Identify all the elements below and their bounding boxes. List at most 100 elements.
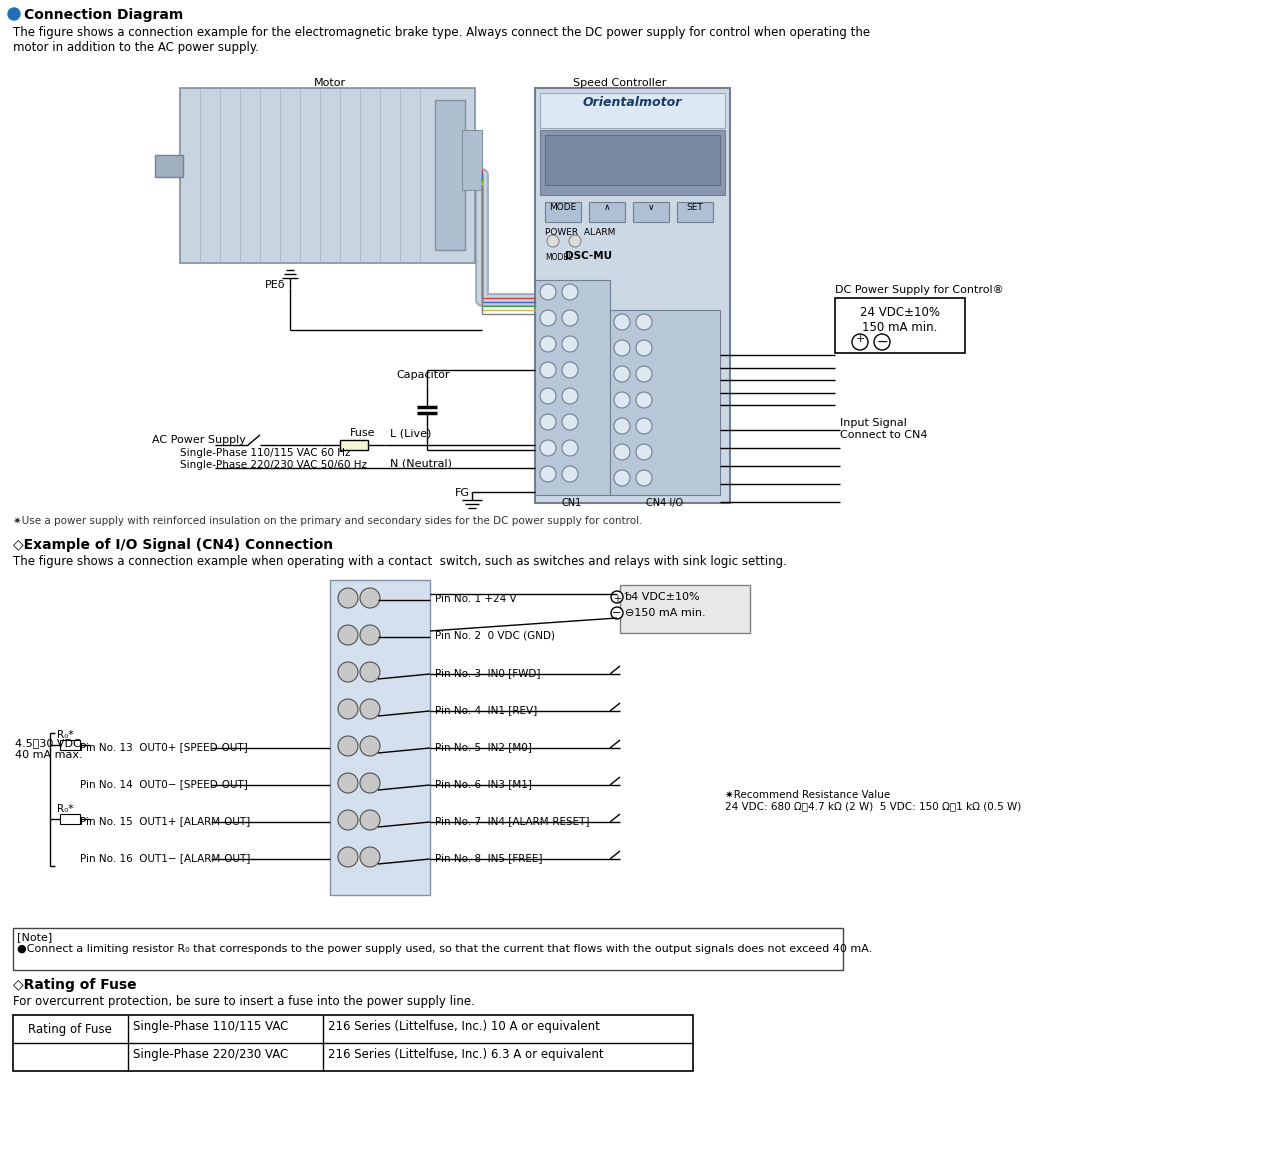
Circle shape [614, 340, 630, 356]
Text: Pin No. 7  IN4 [ALARM-RESET]: Pin No. 7 IN4 [ALARM-RESET] [435, 816, 590, 826]
Circle shape [8, 8, 20, 20]
Text: AC Power Supply: AC Power Supply [152, 435, 246, 445]
Text: Pin No. 1 +24 V: Pin No. 1 +24 V [435, 594, 517, 604]
Circle shape [360, 736, 380, 756]
Text: ∧: ∧ [604, 204, 611, 213]
Text: ∨: ∨ [648, 204, 654, 213]
Text: [Note]
●Connect a limiting resistor R₀ that corresponds to the power supply used: [Note] ●Connect a limiting resistor R₀ t… [17, 932, 872, 954]
Bar [535, 88, 730, 504]
Bar [462, 130, 483, 190]
Bar [13, 1015, 692, 1071]
Circle shape [874, 334, 890, 350]
Bar [545, 202, 581, 222]
Circle shape [614, 418, 630, 434]
Text: Input Signal
Connect to CN4: Input Signal Connect to CN4 [840, 418, 928, 440]
Text: +: + [613, 594, 621, 604]
Text: MODE: MODE [549, 204, 576, 213]
Circle shape [614, 366, 630, 381]
Circle shape [614, 314, 630, 330]
Circle shape [540, 336, 556, 352]
Circle shape [636, 340, 652, 356]
Polygon shape [620, 262, 634, 274]
Text: Rating of Fuse: Rating of Fuse [28, 1022, 111, 1035]
Text: ◇Rating of Fuse: ◇Rating of Fuse [13, 978, 137, 992]
Circle shape [611, 607, 623, 619]
Text: Pin No. 5  IN2 [M0]: Pin No. 5 IN2 [M0] [435, 742, 532, 752]
Text: ✷Use a power supply with reinforced insulation on the primary and secondary side: ✷Use a power supply with reinforced insu… [13, 516, 643, 526]
Circle shape [338, 847, 358, 866]
Text: R₀*: R₀* [58, 730, 73, 740]
Bar [535, 280, 611, 495]
Text: ␢4 VDC±10%: ␢4 VDC±10% [625, 592, 700, 602]
Text: L (Live): L (Live) [390, 428, 431, 438]
Circle shape [636, 392, 652, 408]
Circle shape [562, 336, 579, 352]
Circle shape [338, 809, 358, 830]
Circle shape [636, 444, 652, 461]
Text: POWER  ALARM: POWER ALARM [545, 228, 616, 237]
Circle shape [570, 235, 581, 247]
Circle shape [360, 588, 380, 608]
Text: Speed Controller: Speed Controller [573, 78, 667, 88]
Circle shape [611, 591, 623, 602]
Text: Pin No. 6  IN3 [M1]: Pin No. 6 IN3 [M1] [435, 779, 532, 789]
Text: Pin No. 16  OUT1− [ALARM-OUT]: Pin No. 16 OUT1− [ALARM-OUT] [79, 852, 251, 863]
Text: Fuse: Fuse [349, 428, 375, 438]
Circle shape [540, 284, 556, 300]
Text: N (Neutral): N (Neutral) [390, 458, 452, 468]
Circle shape [338, 625, 358, 645]
Circle shape [636, 314, 652, 330]
Bar [155, 155, 183, 177]
Bar [620, 585, 750, 633]
Text: R₀*: R₀* [58, 804, 73, 814]
Circle shape [338, 588, 358, 608]
Bar [60, 814, 79, 825]
Bar [677, 202, 713, 222]
Bar [540, 93, 724, 128]
Text: Single-Phase 220/230 VAC: Single-Phase 220/230 VAC [133, 1048, 288, 1061]
Bar [611, 311, 719, 495]
Text: 216 Series (Littelfuse, Inc.) 6.3 A or equivalent: 216 Series (Littelfuse, Inc.) 6.3 A or e… [328, 1048, 604, 1061]
Circle shape [540, 388, 556, 404]
Text: FG: FG [454, 488, 470, 498]
Text: PEδ: PEδ [265, 280, 285, 290]
Bar [13, 928, 844, 970]
Circle shape [636, 470, 652, 486]
Text: CN4 I/O: CN4 I/O [646, 498, 684, 508]
Text: Pin No. 4  IN1 [REV]: Pin No. 4 IN1 [REV] [435, 705, 538, 715]
Text: CN1: CN1 [562, 498, 582, 508]
Circle shape [360, 625, 380, 645]
Circle shape [562, 440, 579, 456]
Text: −: − [877, 335, 888, 349]
Polygon shape [605, 262, 620, 274]
Circle shape [614, 444, 630, 461]
Text: DSC-MU: DSC-MU [564, 251, 612, 261]
Circle shape [540, 414, 556, 430]
Circle shape [338, 699, 358, 719]
Bar [835, 298, 965, 354]
Circle shape [562, 362, 579, 378]
Bar [634, 202, 669, 222]
Text: DC Power Supply for Control®: DC Power Supply for Control® [835, 285, 1004, 295]
Text: +: + [855, 334, 865, 344]
Circle shape [562, 284, 579, 300]
Bar [60, 740, 79, 750]
Bar [589, 202, 625, 222]
Circle shape [614, 392, 630, 408]
Text: Pin No. 14  OUT0− [SPEED-OUT]: Pin No. 14 OUT0− [SPEED-OUT] [79, 779, 248, 789]
Text: 4.5～30 VDC
40 mA max.: 4.5～30 VDC 40 mA max. [15, 739, 83, 759]
Circle shape [852, 334, 868, 350]
Text: Capacitor: Capacitor [396, 370, 449, 380]
Circle shape [540, 440, 556, 456]
Circle shape [360, 662, 380, 682]
Circle shape [360, 809, 380, 830]
Text: SET: SET [686, 204, 704, 213]
Text: ⊖150 mA min.: ⊖150 mA min. [625, 608, 705, 618]
Text: −: − [612, 608, 622, 618]
Bar [330, 580, 430, 896]
Circle shape [360, 773, 380, 793]
Bar [435, 100, 465, 250]
Circle shape [540, 311, 556, 326]
Text: Single-Phase 110/115 VAC 60 Hz: Single-Phase 110/115 VAC 60 Hz [180, 448, 351, 458]
Circle shape [562, 466, 579, 481]
